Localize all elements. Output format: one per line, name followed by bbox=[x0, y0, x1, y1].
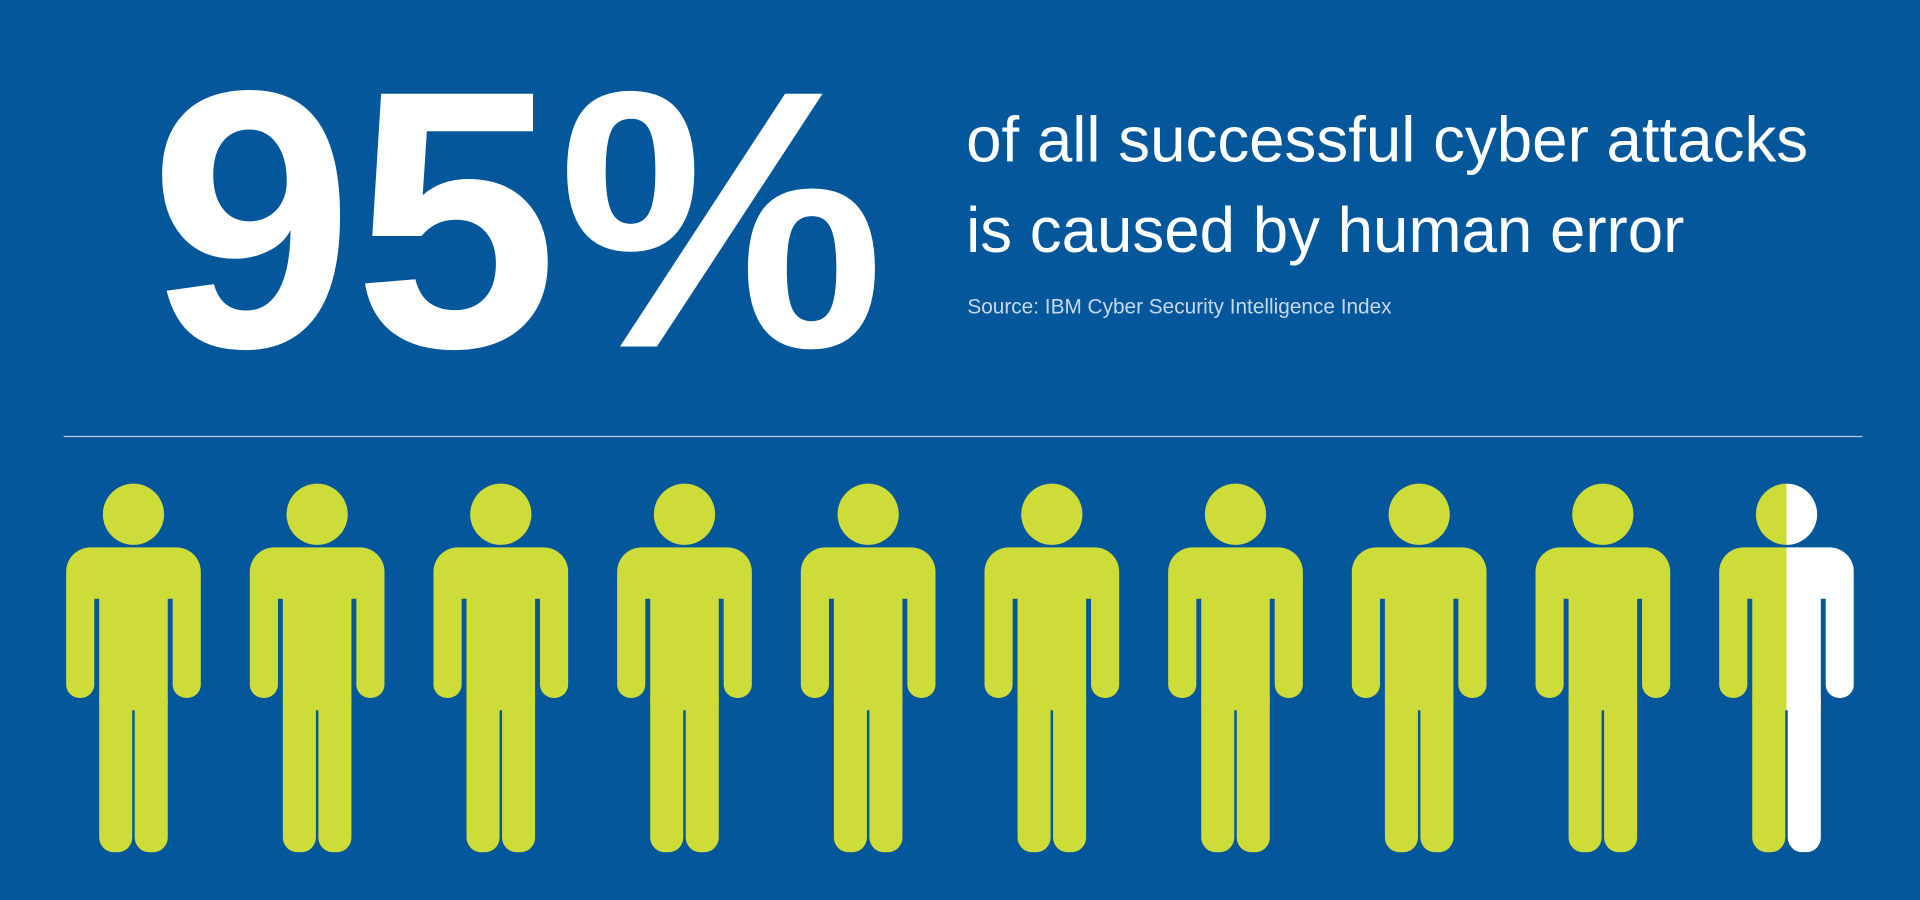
statement-line: of all successful cyber attacks bbox=[966, 105, 1808, 176]
statement-line: is caused by human error bbox=[966, 195, 1684, 266]
headline-value: 95% bbox=[149, 14, 884, 425]
source-note: Source: IBM Cyber Security Intelligence … bbox=[967, 295, 1392, 318]
